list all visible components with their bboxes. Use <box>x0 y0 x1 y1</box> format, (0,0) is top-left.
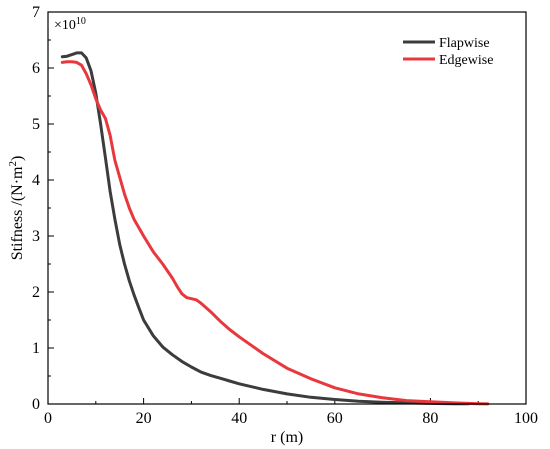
y-tick-label-3: 3 <box>32 228 40 245</box>
x-axis-title: r (m) <box>271 429 303 446</box>
scale-multiplier-exponent: 10 <box>76 16 86 27</box>
legend-label-edgewise: Edgewise <box>439 53 493 68</box>
y-tick-label-1: 1 <box>32 340 40 357</box>
x-tick-label-20: 20 <box>136 410 152 427</box>
y-tick-label-0: 0 <box>32 396 40 413</box>
y-axis-title-text: Stifness /(N·m <box>9 166 26 260</box>
y-tick-label-2: 2 <box>32 284 40 301</box>
y-tick-label-4: 4 <box>32 172 40 189</box>
series-line-edgewise <box>60 60 490 406</box>
axis-ticks <box>47 11 527 405</box>
svg-text:Stifness /(N·m2): Stifness /(N·m2) <box>7 156 26 261</box>
series-lines <box>60 51 490 406</box>
legend-label-flapwise: Flapwise <box>439 36 490 51</box>
y-tick-label-5: 5 <box>32 116 40 133</box>
y-axis-title: Stifness /(N·m2) <box>7 156 26 261</box>
plot-area-frame <box>47 11 527 405</box>
series-line-flapwise <box>60 51 471 406</box>
scale-multiplier-label: ×1010 <box>54 16 86 34</box>
legend: Flapwise Edgewise <box>403 36 493 68</box>
y-tick-label-6: 6 <box>32 60 40 77</box>
x-tick-label-80: 80 <box>422 410 438 427</box>
y-axis-title-sup: 2 <box>7 161 19 167</box>
x-tick-label-40: 40 <box>231 410 247 427</box>
x-tick-label-60: 60 <box>327 410 343 427</box>
tick-labels: 0 20 40 60 80 100 0 1 2 3 4 5 6 7 <box>32 4 538 427</box>
y-axis-title-close: ) <box>9 156 26 161</box>
x-tick-label-100: 100 <box>514 410 538 427</box>
y-tick-label-7: 7 <box>32 4 40 21</box>
scale-multiplier-base: ×10 <box>54 18 76 33</box>
x-tick-label-0: 0 <box>44 410 52 427</box>
